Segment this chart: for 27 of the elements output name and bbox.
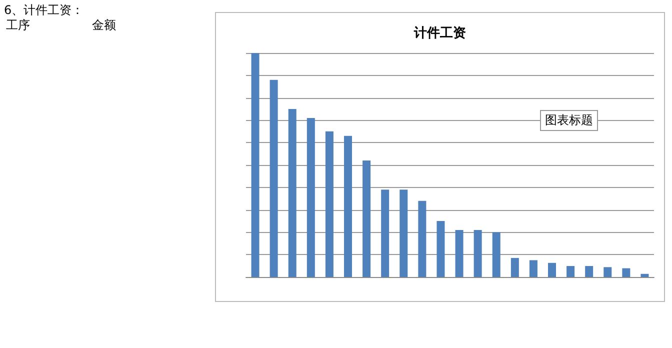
text: 金额 xyxy=(92,17,116,34)
bar xyxy=(548,262,556,277)
text: 6、计件工资： xyxy=(4,2,84,19)
annotation: 图表标题 xyxy=(540,110,598,131)
bar xyxy=(529,260,538,277)
bar xyxy=(455,230,464,277)
bar xyxy=(344,136,352,277)
bar xyxy=(325,131,334,277)
bar xyxy=(270,80,278,277)
bar xyxy=(436,221,445,277)
bar xyxy=(604,267,612,277)
bar xyxy=(306,118,315,277)
bar xyxy=(492,232,500,277)
chart-title: 计件工资 xyxy=(413,25,466,40)
bar xyxy=(510,258,519,277)
bar xyxy=(251,53,260,277)
bar xyxy=(640,274,649,277)
bar xyxy=(474,230,482,277)
bar xyxy=(400,190,408,277)
bar xyxy=(381,190,390,277)
bar xyxy=(418,200,426,277)
bar xyxy=(622,268,630,277)
bar xyxy=(566,266,575,277)
bar xyxy=(362,160,371,277)
text: 工序 xyxy=(6,17,30,34)
bar xyxy=(585,266,594,277)
bar xyxy=(288,109,296,277)
